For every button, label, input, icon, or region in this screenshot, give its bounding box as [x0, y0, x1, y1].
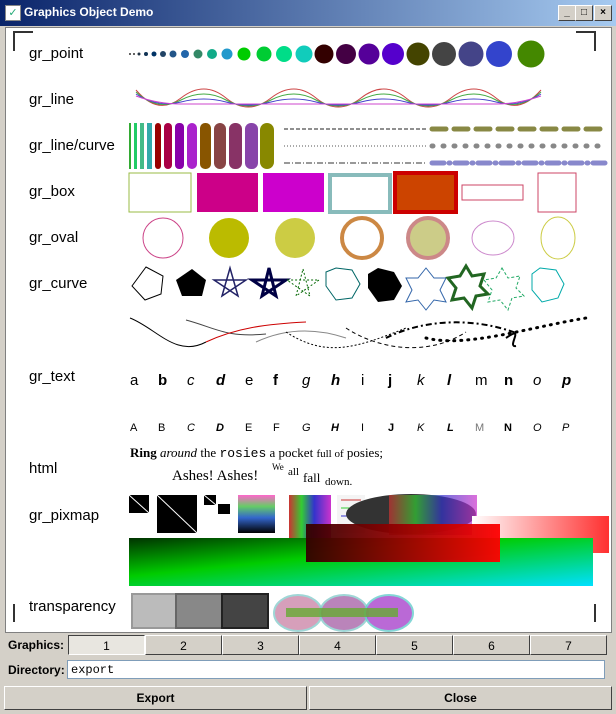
letter: D: [216, 422, 224, 434]
row-label-gr-oval: gr_oval: [29, 229, 79, 246]
letter: g: [302, 372, 311, 389]
directory-input[interactable]: export: [67, 660, 605, 679]
letter: H: [331, 422, 339, 434]
corner-mark-tl: [13, 31, 33, 51]
html-fall: fall: [303, 470, 321, 485]
html-ring: Ring: [130, 445, 157, 460]
row-label-gr-point: gr_point: [29, 45, 84, 62]
directory-label: Directory:: [8, 663, 65, 677]
letter: k: [417, 372, 425, 389]
letter: K: [417, 422, 425, 434]
export-button[interactable]: Export: [4, 686, 307, 710]
point-markers: [129, 40, 545, 68]
letter: M: [475, 422, 485, 434]
maximize-button[interactable]: □: [575, 5, 593, 21]
letter: p: [562, 372, 572, 389]
title-bar: ✓ Graphics Object Demo _ □ ×: [0, 0, 616, 26]
letter: L: [447, 422, 454, 434]
window-title: Graphics Object Demo: [24, 5, 154, 19]
letter: d: [216, 372, 226, 389]
corner-mark-bl: [13, 604, 33, 622]
graphics-canvas: gr_point gr_line gr_line/curve gr_box gr…: [5, 27, 612, 633]
row-label-gr-box: gr_box: [29, 183, 75, 200]
row-label-gr-curve: gr_curve: [29, 275, 88, 292]
letter: a: [130, 372, 139, 389]
letter: A: [130, 422, 138, 434]
graphics-tab-row: Graphics: 1 2 3 4 5 6 7: [0, 633, 616, 657]
close-window-button[interactable]: ×: [594, 5, 612, 21]
letter: P: [562, 422, 570, 434]
html-all: all: [288, 466, 299, 478]
html-the: the: [200, 445, 217, 460]
letter: c: [187, 372, 195, 389]
line-width-bars: [129, 123, 274, 169]
html-posies: posies;: [346, 445, 384, 460]
html-around: around: [159, 445, 198, 460]
dash-lines: [284, 126, 609, 166]
row-label-transparency: transparency: [29, 598, 116, 615]
close-button[interactable]: Close: [309, 686, 612, 710]
graphics-tab-2[interactable]: 2: [145, 635, 222, 655]
text-capitals-row: A B C D E F G H I J K L M N O P: [124, 422, 584, 438]
graphics-tab-7[interactable]: 7: [530, 635, 607, 655]
html-ashes: Ashes! Ashes!: [172, 468, 259, 484]
graphics-tab-1[interactable]: 1: [68, 635, 145, 655]
letter: m: [475, 372, 488, 389]
letter: e: [245, 372, 254, 389]
row-label-gr-line: gr_line: [29, 91, 75, 108]
boxes: [128, 171, 577, 214]
html-sample-line1: Ring around the rosies a pocket full of …: [130, 445, 383, 461]
letter: F: [273, 422, 280, 434]
letter: i: [361, 372, 365, 389]
letter: I: [361, 422, 365, 434]
html-rosies: rosies: [219, 446, 267, 461]
polygons: [131, 263, 565, 312]
letter: n: [504, 372, 514, 389]
row-label-gr-pixmap: gr_pixmap: [29, 507, 100, 524]
letter: G: [302, 422, 311, 434]
letter: h: [331, 372, 341, 389]
graphics-tab-6[interactable]: 6: [453, 635, 530, 655]
line-pattern: [135, 88, 542, 108]
letter: E: [245, 422, 253, 434]
letter: O: [533, 422, 542, 434]
curves: [129, 316, 588, 349]
ovals: [142, 216, 576, 260]
html-we: We: [272, 462, 284, 472]
row-label-gr-text: gr_text: [29, 368, 75, 385]
pixmaps: [128, 494, 609, 586]
drawing-surface: [128, 40, 609, 632]
graphics-label: Graphics:: [8, 638, 65, 652]
row-label-gr-line-curve: gr_line/curve: [29, 137, 115, 154]
letter: b: [158, 372, 168, 389]
graphics-tab-4[interactable]: 4: [299, 635, 376, 655]
letter: j: [388, 372, 393, 389]
corner-mark-tr: [576, 31, 596, 51]
row-label-html: html: [29, 460, 58, 477]
minimize-button[interactable]: _: [558, 5, 576, 21]
graphics-tab-3[interactable]: 3: [222, 635, 299, 655]
letter: C: [187, 422, 195, 434]
html-full-of: full of: [316, 448, 344, 460]
app-icon: ✓: [5, 5, 21, 21]
letter: N: [504, 422, 512, 434]
text-letters-row: a b c d e f g h i j k l m n o p: [124, 372, 584, 392]
graphics-tab-5[interactable]: 5: [376, 635, 453, 655]
html-down: down.: [325, 476, 353, 488]
directory-row: Directory: export: [0, 658, 616, 682]
letter: l: [447, 372, 452, 389]
letter: o: [533, 372, 542, 389]
corner-mark-br: [576, 604, 596, 622]
letter: J: [388, 422, 395, 434]
letter: B: [158, 422, 166, 434]
transparency-swatches: [131, 593, 414, 632]
html-sample-line2: Ashes! Ashes! We all fall down.: [172, 462, 392, 492]
html-a-pocket: a pocket: [269, 445, 314, 460]
letter: f: [273, 372, 278, 389]
